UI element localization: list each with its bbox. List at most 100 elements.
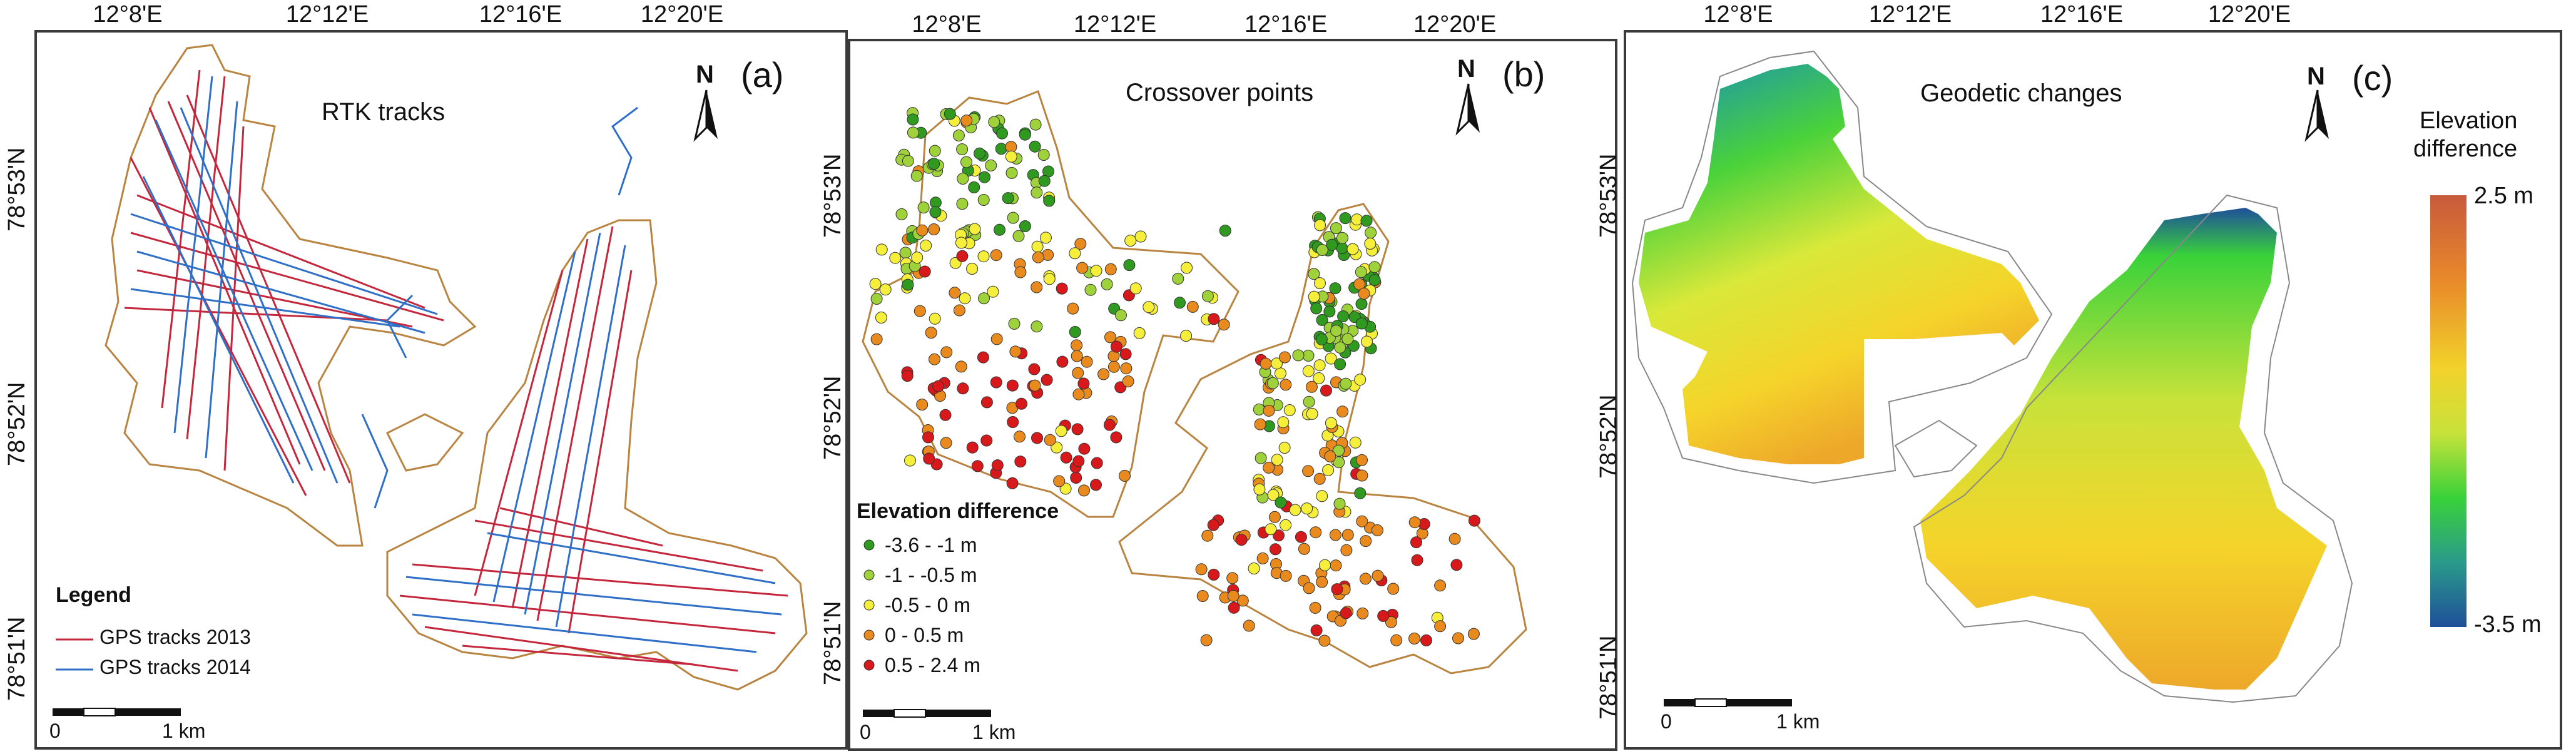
legend-item: GPS tracks 2013: [99, 626, 251, 648]
crossover-point: [1072, 388, 1085, 400]
lat-tick: 78°53'N: [4, 147, 30, 232]
lon-tick: 12°12'E: [1073, 11, 1157, 38]
lat-tick: 78°53'N: [1596, 153, 1622, 238]
crossover-point: [1408, 633, 1420, 644]
crossover-point: [1043, 195, 1056, 207]
crossover-point: [1315, 334, 1328, 345]
crossover-point: [907, 126, 919, 139]
crossover-point: [956, 143, 969, 156]
crossover-point: [1325, 352, 1337, 365]
crossover-point: [1331, 583, 1343, 596]
crossover-point: [1278, 442, 1291, 454]
crossover-point: [990, 333, 1003, 345]
crossover-point: [1074, 238, 1087, 250]
crossover-point: [1322, 464, 1335, 476]
crossover-point: [1031, 240, 1044, 253]
crossover-point: [1265, 523, 1277, 536]
crossover-point: [1306, 407, 1318, 420]
crossover-point: [889, 252, 902, 264]
crossover-point: [1195, 563, 1208, 576]
lon-tick: 12°20'E: [2207, 1, 2291, 28]
crossover-point: [1014, 266, 1027, 278]
crossover-point: [1364, 237, 1377, 250]
crossover-point: [1071, 423, 1084, 436]
crossover-point: [1123, 259, 1136, 272]
crossover-point: [929, 206, 942, 218]
north-label: N: [2307, 63, 2325, 90]
crossover-point: [1292, 349, 1305, 362]
crossover-point: [1032, 251, 1044, 263]
crossover-point: [1280, 379, 1292, 391]
lat-tick: 78°52'N: [4, 382, 30, 466]
crossover-point: [1059, 482, 1072, 495]
crossover-point: [1283, 404, 1296, 416]
crossover-point: [1325, 417, 1337, 429]
crossover-point: [1341, 333, 1354, 345]
crossover-point: [1434, 620, 1447, 633]
crossover-point: [1302, 349, 1315, 362]
crossover-point: [996, 127, 1008, 140]
crossover-point: [1069, 326, 1081, 338]
crossover-point: [1253, 403, 1265, 415]
lon-tick: 12°8'E: [1703, 1, 1773, 28]
crossover-point: [1226, 572, 1239, 584]
crossover-point: [1055, 425, 1067, 437]
crossover-point: [1340, 607, 1352, 619]
lon-tick: 12°20'E: [640, 1, 724, 28]
panel-b-title: Crossover points: [1126, 79, 1314, 106]
crossover-point: [1053, 475, 1066, 487]
crossover-point: [910, 170, 923, 182]
crossover-point: [1029, 118, 1042, 131]
crossover-point: [1091, 457, 1103, 469]
crossover-point: [1104, 263, 1117, 275]
crossover-point: [1005, 150, 1017, 163]
crossover-point: [1180, 330, 1193, 342]
north-arrow-icon: [1455, 83, 1480, 136]
crossover-point: [1333, 456, 1345, 469]
crossover-point: [1387, 583, 1400, 595]
panel-c-group: 12°8'E 12°12'E 12°16'E 12°20'E 78°53'N 7…: [1577, 0, 2576, 754]
crossover-point: [994, 223, 1005, 236]
crossover-point: [875, 312, 887, 324]
lon-tick: 12°20'E: [1413, 11, 1497, 38]
crossover-point: [940, 346, 953, 359]
crossover-point: [953, 304, 965, 317]
crossover-point: [955, 360, 967, 373]
crossover-point: [1303, 582, 1315, 594]
crossover-point: [1356, 469, 1368, 482]
scale-zero: 0: [49, 720, 61, 742]
crossover-point: [1334, 341, 1347, 354]
crossover-point: [907, 113, 919, 126]
legend-dot: [863, 599, 875, 611]
crossover-point: [1016, 397, 1027, 410]
colorbar-max-label: 2.5 m: [2474, 183, 2534, 209]
crossover-point: [1452, 632, 1464, 644]
crossover-point: [1368, 261, 1381, 273]
colorbar: [2430, 195, 2467, 627]
crossover-point: [1277, 416, 1290, 429]
crossover-point: [1308, 268, 1320, 280]
legend-item: GPS tracks 2014: [99, 656, 251, 678]
crossover-point: [1340, 544, 1353, 556]
legend-item: -3.6 - -1 m: [885, 534, 977, 556]
panel-b-group: 12°8'E 12°12'E 12°16'E 12°20'E 78°53'N 7…: [807, 0, 1621, 754]
crossover-point: [957, 382, 969, 395]
map-panel-b: Crossover points N (b) Elevation differe…: [848, 39, 1617, 751]
crossover-point: [1355, 266, 1367, 278]
crossover-point: [985, 159, 997, 171]
crossover-point: [895, 208, 908, 220]
crossover-point: [1330, 325, 1343, 337]
crossover-point: [1263, 404, 1275, 417]
crossover-point: [1420, 634, 1432, 646]
elevation-change-map: [1631, 50, 2353, 703]
crossover-point: [1336, 232, 1348, 244]
crossover-point: [1172, 272, 1184, 285]
crossover-point: [901, 370, 914, 382]
crossover-point: [1256, 552, 1269, 564]
crossover-point: [1268, 511, 1281, 523]
crossover-point: [1336, 242, 1348, 255]
crossover-point: [1408, 516, 1421, 529]
crossover-point: [1235, 534, 1248, 546]
crossover-point: [1271, 357, 1283, 370]
crossover-point: [1255, 452, 1267, 464]
